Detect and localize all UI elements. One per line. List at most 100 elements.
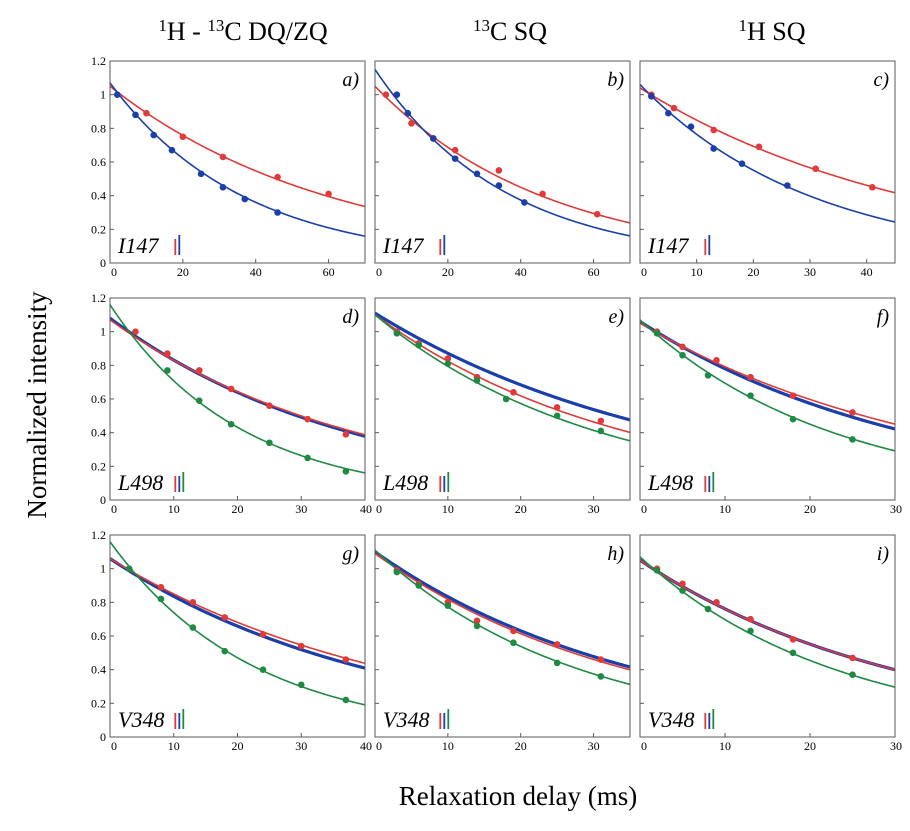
x-tick-label: 0	[641, 502, 647, 516]
fit-curve-blue	[110, 316, 365, 438]
data-point-red	[747, 373, 754, 381]
data-point-red	[164, 350, 171, 357]
y-tick-label: 1	[100, 562, 106, 576]
residue-color-bar-blue	[443, 476, 446, 492]
x-tick-label: 20	[232, 739, 244, 753]
x-tick-label: 30	[295, 502, 307, 516]
x-tick-label: 10	[442, 739, 454, 753]
chart-panel-a: 0 0.2 0.4 0.6 0.8 1 1.2 0 20 40 60 a) I147	[91, 54, 366, 279]
x-tick-label: 20	[232, 502, 244, 516]
x-tick-label: 40	[515, 265, 527, 279]
data-point-green	[704, 605, 712, 613]
data-point-red	[382, 91, 390, 98]
data-point-blue	[665, 109, 672, 117]
data-point-green	[342, 696, 350, 704]
x-tick-label: 30	[890, 502, 902, 516]
data-point-red	[473, 617, 481, 625]
x-tick-label: 20	[442, 265, 454, 279]
data-point-red	[143, 109, 150, 117]
fit-curve-blue	[375, 311, 630, 422]
y-tick-label: 0.6	[91, 392, 106, 406]
chart-panel-i: 0 10 20 30 i) V348	[639, 534, 902, 753]
residue-color-bar-green	[447, 709, 450, 729]
data-point-green	[510, 639, 517, 647]
data-point-green	[849, 436, 856, 443]
data-point-blue	[738, 160, 746, 167]
data-point-red	[710, 126, 717, 134]
data-point-red	[849, 409, 856, 416]
data-point-green	[473, 622, 481, 630]
data-point-red	[408, 119, 415, 127]
chart-panel-d: 0 0.2 0.4 0.6 0.8 1 1.2 0 10 20 30 40 d) L498	[91, 291, 372, 516]
x-tick-label: 10	[719, 502, 731, 516]
fit-curve-green	[640, 319, 895, 452]
x-tick-label: 10	[719, 739, 731, 753]
fit-curve-red	[110, 85, 365, 208]
y-tick-label: 1	[100, 325, 106, 339]
data-point-red	[553, 641, 561, 648]
x-tick-label: 0	[376, 265, 382, 279]
residue-label: L498	[117, 470, 163, 495]
data-point-green	[747, 392, 754, 399]
panel-label: h)	[607, 543, 624, 565]
residue-label: V348	[383, 707, 429, 732]
data-point-blue	[710, 145, 717, 152]
y-tick-label: 1.2	[91, 291, 106, 305]
data-point-blue	[687, 123, 695, 130]
data-point-green	[444, 360, 452, 367]
residue-label: L498	[382, 470, 428, 495]
x-tick-label: 10	[691, 265, 703, 279]
data-point-green	[266, 439, 273, 447]
y-tick-label: 0.6	[91, 155, 106, 169]
data-point-green	[502, 395, 510, 403]
data-point-red	[747, 615, 754, 623]
data-point-green	[393, 330, 401, 337]
fit-curve-blue	[110, 557, 365, 670]
residue-label: V348	[648, 707, 694, 732]
fit-curve-blue	[640, 320, 895, 431]
y-tick-label: 0.8	[91, 595, 106, 609]
data-point-red	[495, 167, 503, 174]
y-tick-label: 0.4	[91, 663, 106, 677]
data-point-green	[393, 568, 401, 576]
fit-curve-red	[375, 314, 630, 434]
x-tick-label: 0	[111, 265, 117, 279]
panel-label: f)	[877, 306, 890, 328]
residue-color-bar-red	[174, 476, 177, 492]
fit-curve-red	[640, 322, 895, 425]
data-point-red	[812, 165, 819, 173]
y-tick-label: 0.4	[91, 426, 106, 440]
data-point-green	[789, 649, 797, 657]
residue-color-bar-blue	[708, 476, 711, 492]
data-point-green	[679, 587, 686, 594]
data-point-blue	[648, 93, 655, 100]
residue-color-bar-blue	[178, 476, 181, 492]
column-header-dq-zq: 1H - 13C DQ/ZQ	[158, 16, 327, 47]
x-tick-label: 0	[376, 502, 382, 516]
data-point-red	[297, 642, 305, 650]
data-point-red	[679, 580, 686, 588]
y-tick-label: 1	[100, 88, 106, 102]
y-tick-label: 0.2	[91, 222, 106, 236]
header-text: H SQ	[747, 17, 806, 46]
y-tick-label: 0.2	[91, 696, 106, 710]
header-superscript: 13	[473, 16, 490, 35]
data-point-green	[473, 377, 481, 384]
data-point-green	[195, 397, 203, 404]
data-point-green	[189, 624, 197, 631]
data-point-red	[849, 654, 856, 662]
data-point-red	[670, 104, 678, 112]
residue-label: I147	[117, 233, 159, 258]
data-point-red	[789, 392, 797, 399]
residue-color-bar-red	[439, 239, 442, 255]
fit-curve-blue	[375, 68, 630, 237]
panel-label: b)	[607, 69, 624, 91]
data-point-red	[221, 614, 229, 621]
data-point-red	[755, 143, 763, 151]
data-point-green	[157, 595, 165, 603]
panel-label: d)	[342, 306, 359, 328]
x-tick-label: 40	[360, 739, 372, 753]
y-tick-label: 0.6	[91, 629, 106, 643]
residue-color-bar-red	[704, 713, 707, 729]
